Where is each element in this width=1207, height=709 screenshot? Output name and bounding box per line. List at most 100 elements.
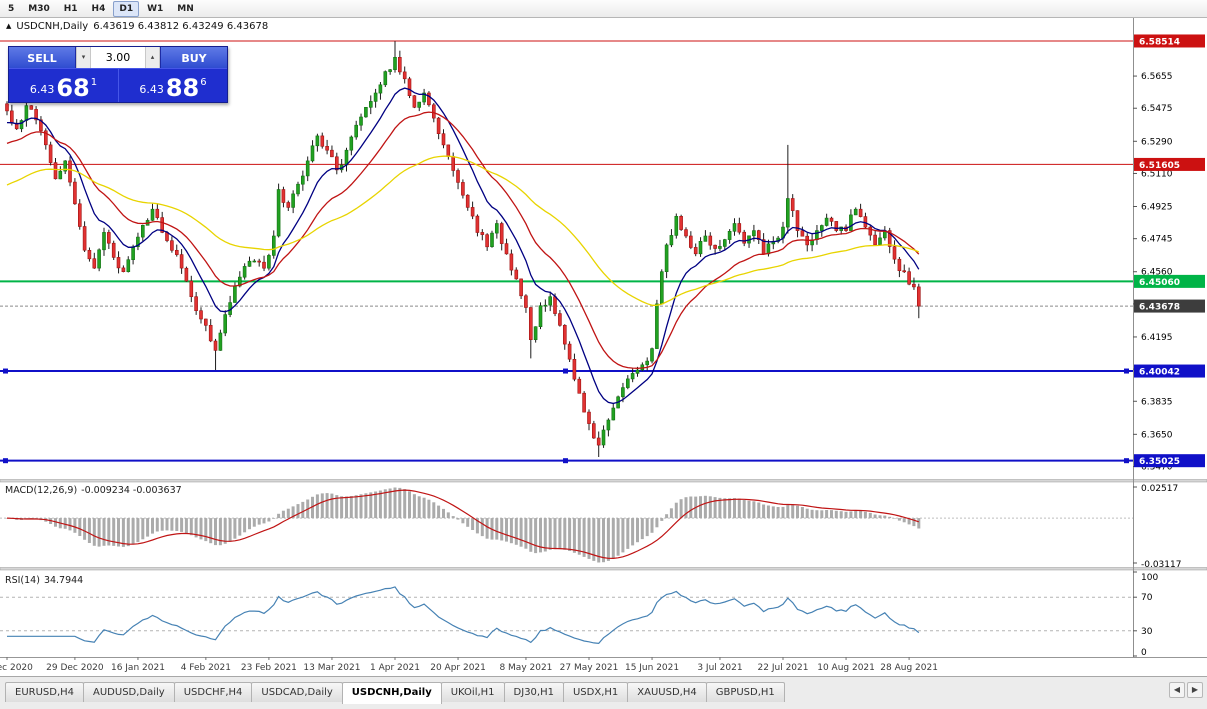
price-tick-label: 6.5655 [1141, 72, 1173, 82]
tab-usdcnh-daily[interactable]: USDCNH,Daily [341, 682, 442, 704]
volume-value[interactable]: 3.00 [105, 51, 131, 64]
svg-text:6.43678: 6.43678 [1139, 303, 1180, 313]
date-tick-label: 29 Dec 2020 [46, 663, 104, 673]
date-tick-label: 10 Aug 2021 [817, 663, 875, 673]
price-tick-label: 6.3650 [1141, 430, 1173, 440]
chart-ohlc-values: 6.43619 6.43812 6.43249 6.43678 [93, 21, 269, 32]
tab-audusd-daily[interactable]: AUDUSD,Daily [83, 682, 175, 702]
timeframe-button-mn[interactable]: MN [177, 3, 194, 14]
rsi-axis-label: 100 [1141, 573, 1158, 583]
svg-text:6.40042: 6.40042 [1139, 368, 1180, 378]
price-tag: 6.51605 [1134, 157, 1205, 171]
price-tick-label: 6.3470 [1141, 462, 1173, 472]
date-tick-label: 8 May 2021 [499, 663, 552, 673]
bid-price-pipette: 1 [90, 77, 98, 88]
macd-label: MACD(12,26,9) -0.009234 -0.003637 [5, 485, 182, 496]
timeframe-button-w1[interactable]: W1 [147, 3, 164, 14]
chart-symbol-label: USDCNH,Daily [16, 21, 89, 32]
timeframe-button-m30[interactable]: M30 [28, 3, 50, 14]
line-handle[interactable] [1124, 458, 1129, 464]
date-tick-label: 16 Jan 2021 [111, 663, 165, 673]
timeframe-button-h4[interactable]: H4 [91, 3, 106, 14]
date-tick-label: 20 Apr 2021 [430, 663, 486, 673]
ma-10-line [6, 87, 920, 405]
volume-stepper[interactable]: ▾ 3.00 ▴ [75, 47, 161, 68]
price-tick-label: 6.5290 [1141, 137, 1173, 147]
tab-dj30-h1[interactable]: DJ30,H1 [503, 682, 564, 702]
timeframe-button-5[interactable]: 5 [8, 3, 15, 14]
macd-values: -0.009234 -0.003637 [81, 485, 182, 496]
date-tick-label: 1 Apr 2021 [370, 663, 420, 673]
line-handle[interactable] [3, 458, 8, 464]
ma-21-line [6, 111, 920, 369]
bid-price[interactable]: 6.43 68 1 [9, 69, 118, 102]
svg-text:6.35025: 6.35025 [1139, 457, 1180, 467]
tab-xauusd-h4[interactable]: XAUUSD,H4 [627, 682, 707, 702]
tab-scroll-right-button[interactable]: ▶ [1187, 682, 1203, 698]
price-tag: 6.40042 [1134, 364, 1205, 378]
macd-splitter[interactable] [0, 479, 1207, 483]
ask-price-pipette: 6 [200, 77, 207, 88]
tab-usdchf-h4[interactable]: USDCHF,H4 [173, 682, 253, 702]
ask-price[interactable]: 6.43 88 6 [118, 69, 227, 102]
price-chart-svg[interactable]: 6.5655 6.5475 6.5290 6.5110 6.4925 6.4745 6.45… [0, 18, 1207, 676]
ma-55-line [6, 155, 920, 306]
tab-usdx-h1[interactable]: USDX,H1 [562, 682, 629, 702]
bid-price-prefix: 6.43 [29, 83, 55, 96]
date-tick-label: 22 Jul 2021 [758, 663, 809, 673]
price-tag: 6.45060 [1134, 274, 1205, 288]
moving-averages [6, 87, 920, 405]
macd-axis-top-label: 0.02517 [1141, 484, 1178, 494]
timeframe-button-h1[interactable]: H1 [63, 3, 78, 14]
rsi-line [7, 586, 920, 645]
rsi-splitter[interactable] [0, 567, 1207, 571]
date-tick-label: 9 Dec 2020 [0, 663, 33, 673]
date-tick-label: 23 Feb 2021 [241, 663, 297, 673]
tab-eurusd-h4[interactable]: EURUSD,H4 [5, 682, 85, 702]
volume-decrease-button[interactable]: ▾ [76, 47, 91, 68]
line-handle[interactable] [3, 368, 8, 374]
price-tick-label: 6.5110 [1141, 169, 1173, 179]
line-handle[interactable] [563, 368, 568, 374]
price-tick-label: 6.4195 [1141, 333, 1173, 343]
macd-axis-bottom-label: -0.03117 [1141, 560, 1181, 570]
svg-text:6.45060: 6.45060 [1139, 278, 1180, 288]
tab-usdcad-daily[interactable]: USDCAD,Daily [251, 682, 343, 702]
svg-text:6.51605: 6.51605 [1139, 161, 1180, 171]
chart-tabs-bar: EURUSD,H4 AUDUSD,Daily USDCHF,H4 USDCAD,Dai… [0, 676, 1207, 709]
sell-button[interactable]: SELL [9, 47, 75, 68]
rsi-axis-label: 0 [1141, 648, 1147, 658]
svg-text:6.58514: 6.58514 [1139, 37, 1180, 47]
rsi-label: RSI(14) 34.7944 [5, 575, 83, 586]
ask-price-big-digits: 88 [165, 74, 200, 102]
ask-price-prefix: 6.43 [139, 83, 164, 96]
price-tick-label: 6.5475 [1141, 104, 1173, 114]
volume-increase-button[interactable]: ▴ [145, 47, 160, 68]
tab-gbpusd-h1[interactable]: GBPUSD,H1 [705, 682, 785, 702]
date-axis: 9 Dec 2020 29 Dec 2020 16 Jan 2021 4 Feb 20… [0, 657, 938, 673]
rsi-axis-label: 30 [1141, 627, 1153, 637]
rsi-axis-label: 70 [1141, 593, 1153, 603]
macd-histogram [5, 487, 921, 563]
timeframe-toolbar: 5 M30 H1 H4 D1 W1 MN [0, 0, 1207, 18]
price-tick-label: 6.4745 [1141, 235, 1173, 245]
rsi-name: RSI(14) [5, 575, 40, 586]
price-tick-label: 6.3835 [1141, 397, 1173, 407]
date-tick-label: 3 Jul 2021 [697, 663, 742, 673]
price-tag: 6.35025 [1134, 454, 1205, 468]
tab-ukoil-h1[interactable]: UKOil,H1 [440, 682, 505, 702]
chart-area[interactable]: 6.5655 6.5475 6.5290 6.5110 6.4925 6.4745 6.45… [0, 18, 1207, 676]
chart-header: ▲ USDCNH,Daily 6.43619 6.43812 6.43249 6… [6, 21, 268, 32]
date-tick-label: 27 May 2021 [560, 663, 619, 673]
timeframe-button-d1[interactable]: D1 [113, 0, 140, 17]
date-tick-label: 15 Jun 2021 [625, 663, 679, 673]
tab-scroll-left-button[interactable]: ◀ [1169, 682, 1185, 698]
price-tick-label: 6.4925 [1141, 203, 1173, 213]
line-handle[interactable] [1124, 368, 1129, 374]
buy-button[interactable]: BUY [161, 47, 227, 68]
date-tick-label: 4 Feb 2021 [181, 663, 231, 673]
macd-name: MACD(12,26,9) [5, 485, 78, 496]
line-handle[interactable] [563, 458, 568, 464]
chart-collapse-icon[interactable]: ▲ [6, 21, 12, 30]
one-click-trading-panel: SELL ▾ 3.00 ▴ BUY 6.43 68 1 6.43 88 6 [8, 46, 228, 103]
